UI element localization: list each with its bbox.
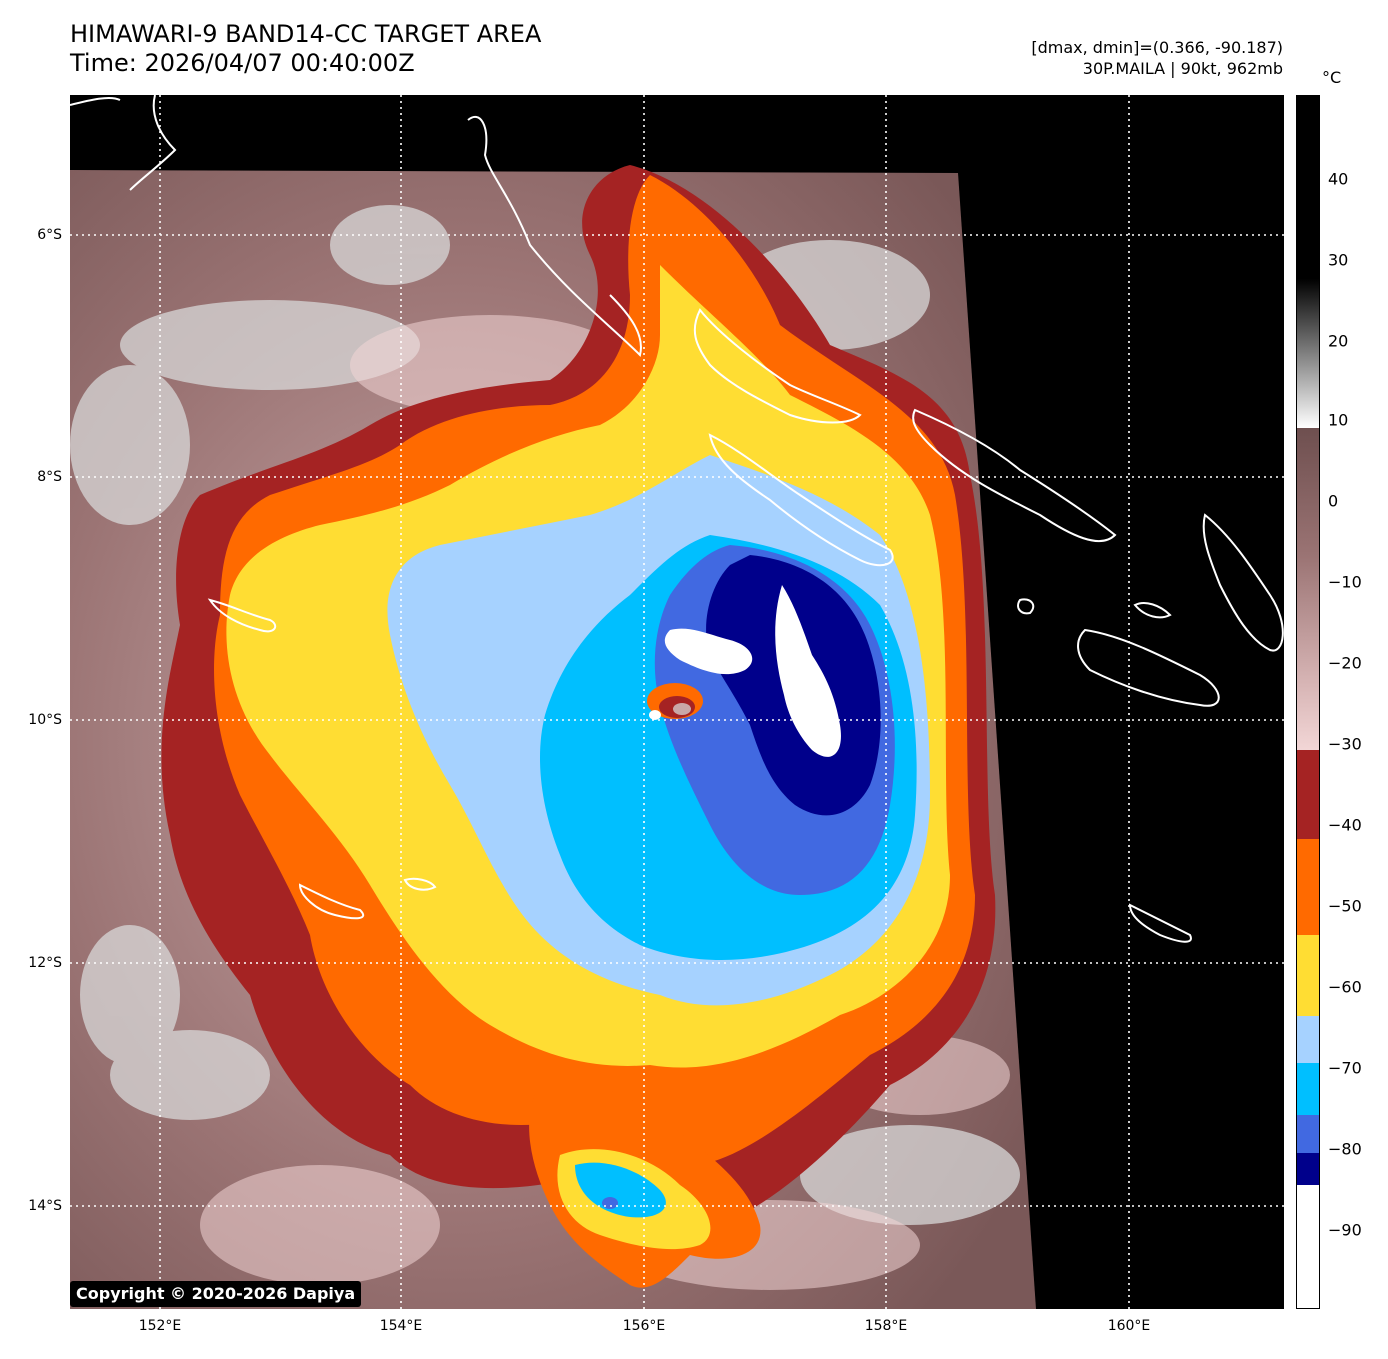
- south-convection-blue: [575, 1162, 666, 1218]
- gridlines: [70, 95, 1284, 1309]
- new-ireland-coast: [467, 115, 642, 357]
- storm-info-text: 30P.MAILA | 90kt, 962mb: [1082, 59, 1283, 78]
- colorbar-label-minus30: −30: [1328, 734, 1362, 754]
- colorbar-seg-white: [1297, 1185, 1319, 1308]
- colorbar-seg-blue: [1297, 1115, 1319, 1153]
- colorbar-label-minus50: −50: [1328, 896, 1362, 916]
- y-tick-6s: 6°S: [37, 227, 62, 243]
- colorbar-label-minus10: −10: [1328, 572, 1362, 592]
- colorbar: [1296, 95, 1320, 1309]
- y-tick-10s: 10°S: [28, 712, 62, 728]
- x-tick-158: 158°E: [864, 1318, 908, 1334]
- x-tick-154: 154°E: [379, 1318, 423, 1334]
- y-tick-12s: 12°S: [28, 955, 62, 971]
- russell-coast: [1017, 598, 1035, 615]
- x-tick-156: 156°E: [622, 1318, 666, 1334]
- savo-coast: [1133, 602, 1172, 619]
- guadalcanal-coast: [1077, 628, 1220, 707]
- x-tick-152: 152°E: [138, 1318, 182, 1334]
- bougainville-coast: [693, 308, 862, 424]
- coastlines: [70, 95, 1284, 943]
- satellite-map[interactable]: [70, 95, 1284, 1309]
- colorbar-seg-brown: [1297, 428, 1319, 750]
- dmax-dmin-text: [dmax, dmin]=(0.366, -90.187): [1031, 38, 1283, 57]
- y-tick-8s: 8°S: [37, 469, 62, 485]
- title-line-1: HIMAWARI-9 BAND14-CC TARGET AREA: [70, 20, 542, 48]
- colorbar-label-30: 30: [1328, 250, 1349, 270]
- colorbar-label-minus60: −60: [1328, 977, 1362, 997]
- storm-eye: [647, 683, 703, 720]
- colorbar-seg-orange: [1297, 839, 1319, 935]
- new-georgia-coast: [708, 433, 894, 567]
- makira-coast: [1128, 903, 1192, 943]
- colorbar-seg-cyan: [1297, 1063, 1319, 1115]
- new-britain-coast: [70, 95, 177, 191]
- colorbar-label-minus80: −80: [1328, 1139, 1362, 1159]
- title-line-2: Time: 2026/04/07 00:40:00Z: [70, 49, 415, 77]
- colorbar-label-0: 0: [1328, 491, 1339, 511]
- louisiade-coast: [207, 598, 277, 633]
- colorbar-seg-warm: [1297, 96, 1319, 428]
- colorbar-seg-yellow: [1297, 935, 1319, 1016]
- map-title: HIMAWARI-9 BAND14-CC TARGET AREA Time: 2…: [70, 20, 541, 78]
- x-tick-160: 160°E: [1107, 1318, 1151, 1334]
- map-svg: [70, 95, 1284, 1309]
- colorbar-label-minus70: −70: [1328, 1058, 1362, 1078]
- y-tick-14s: 14°S: [28, 1198, 62, 1214]
- colorbar-seg-lightblue: [1297, 1016, 1319, 1063]
- colorbar-unit: °C: [1322, 68, 1342, 87]
- south-convection-core: [602, 1197, 618, 1209]
- colorbar-label-minus20: −20: [1328, 653, 1362, 673]
- colorbar-label-40: 40: [1328, 169, 1349, 189]
- santa-isabel-coast: [1202, 513, 1284, 652]
- info-block: [dmax, dmin]=(0.366, -90.187) 30P.MAILA …: [1031, 37, 1283, 79]
- coldest-tops: [664, 585, 841, 757]
- colorbar-label-20: 20: [1328, 331, 1349, 351]
- colorbar-label-minus90: −90: [1328, 1220, 1362, 1240]
- woodlark-coast: [298, 883, 365, 920]
- colorbar-label-minus40: −40: [1328, 815, 1362, 835]
- colorbar-label-10: 10: [1328, 410, 1349, 430]
- choiseul-coast: [912, 408, 1117, 543]
- copyright-badge: Copyright © 2020-2026 Dapiya: [70, 1281, 362, 1307]
- rossel-coast: [403, 877, 437, 891]
- colorbar-seg-red: [1297, 750, 1319, 839]
- colorbar-seg-navy: [1297, 1153, 1319, 1185]
